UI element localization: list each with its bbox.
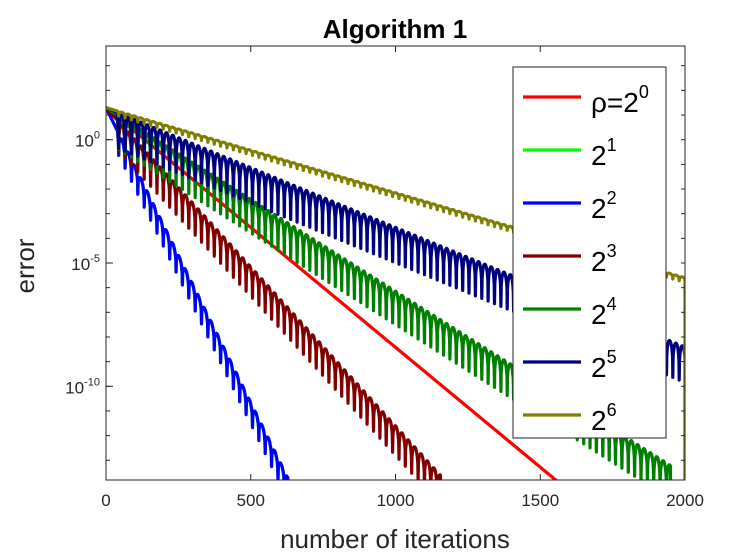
legend-label-exponent: 1: [607, 135, 617, 155]
x-tick-label: 1000: [377, 491, 415, 510]
series-line-0: [106, 106, 559, 480]
legend-entry-0: ρ=20: [591, 82, 649, 118]
legend-label-base: 2: [591, 299, 607, 330]
chart-title: Algorithm 1: [323, 14, 467, 44]
x-tick-label: 1500: [521, 491, 559, 510]
legend-label-base: 2: [591, 352, 607, 383]
legend-entry-1: 21: [591, 135, 617, 171]
y-tick-base: 10: [71, 255, 90, 274]
y-tick-label: 100: [75, 130, 100, 151]
y-tick-label: 10-5: [71, 253, 100, 274]
legend-entry-2: 22: [591, 188, 617, 224]
legend-label-exponent: 0: [639, 82, 649, 102]
x-tick-label: 2000: [666, 491, 704, 510]
legend-label-base: 2: [591, 140, 607, 171]
legend-label-base: 2: [591, 405, 607, 436]
x-axis-label: number of iterations: [280, 524, 510, 554]
y-axis-label: error: [10, 238, 40, 293]
y-tick-label: 10-10: [65, 376, 100, 397]
legend-label-exponent: 5: [607, 347, 617, 367]
legend-entry-4: 24: [591, 294, 617, 330]
legend-label-base: 2: [591, 246, 607, 277]
legend-label-base: ρ=2: [591, 87, 639, 118]
x-tick-label: 0: [101, 491, 110, 510]
legend-label-exponent: 3: [607, 241, 617, 261]
legend-entry-6: 26: [591, 400, 617, 436]
series-group: [106, 106, 685, 480]
legend-label-exponent: 2: [607, 188, 617, 208]
y-tick-exponent: -5: [90, 253, 100, 265]
legend-entry-3: 23: [591, 241, 617, 277]
y-tick-base: 10: [75, 132, 94, 151]
y-tick-exponent: -10: [84, 376, 100, 388]
legend-label-base: 2: [591, 193, 607, 224]
legend-entry-5: 25: [591, 347, 617, 383]
x-tick-label: 500: [237, 491, 265, 510]
y-tick-exponent: 0: [94, 130, 100, 142]
y-tick-base: 10: [65, 378, 84, 397]
legend-box: [512, 66, 667, 439]
legend-label-exponent: 6: [607, 400, 617, 420]
legend-label-exponent: 4: [607, 294, 617, 314]
x-axis: 0 500 1000 1500 2000: [101, 46, 704, 510]
